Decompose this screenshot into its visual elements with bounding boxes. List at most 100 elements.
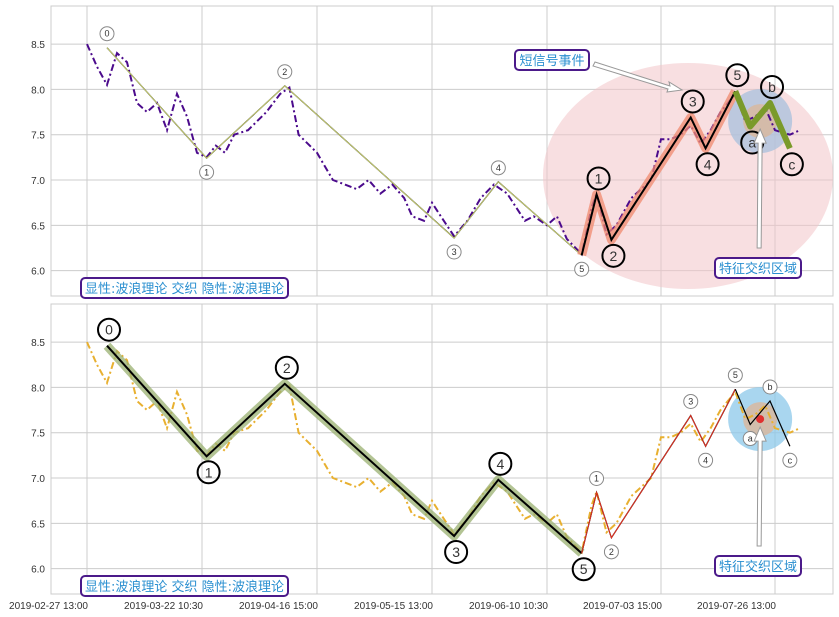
wave-label-circle — [760, 74, 785, 99]
x-axis: 2019-02-27 13:00 2019-03-22 10:30 2019-04-… — [9, 601, 776, 612]
wave-label-circle — [444, 540, 469, 564]
wave-label: b — [768, 382, 773, 392]
wave-label: 1 — [595, 171, 603, 187]
wave-band — [732, 90, 793, 150]
wave-label-circle — [586, 166, 611, 191]
wave-label: 3 — [689, 93, 697, 109]
wave-line — [580, 90, 737, 256]
wave-label: 2 — [282, 67, 287, 77]
annotation-box — [80, 277, 289, 299]
wave-label-circle — [277, 64, 293, 80]
wave-label: 5 — [733, 67, 741, 83]
price-line — [86, 43, 801, 257]
wave-label: 0 — [105, 322, 113, 338]
wave-line-red — [581, 388, 736, 554]
wave-label: 1 — [594, 474, 599, 484]
x-tick-label: 2019-06-10 10:30 — [469, 601, 548, 612]
wave-label-circle — [762, 379, 778, 395]
wave-label-circle — [683, 393, 699, 409]
y-tick-label: 8.0 — [31, 383, 45, 394]
wave-label-circle — [99, 26, 115, 42]
wave-label: 3 — [452, 544, 460, 560]
wave-label-circle — [680, 89, 705, 114]
x-tick-label: 2019-07-03 15:00 — [583, 601, 662, 612]
annotation-text: 短信号事件 — [519, 54, 584, 69]
wave-label-circle — [490, 160, 506, 176]
x-tick-label: 2019-04-16 15:00 — [239, 601, 318, 612]
bottom-panel: 6.0 6.5 7.0 7.5 8.0 8.5 0 1 2 3 4 5 1 2 3 4 5 a b c 显性:波浪理论 … — [31, 303, 834, 597]
annotation-box — [714, 257, 802, 279]
interleave-center — [756, 415, 765, 424]
annotation-box — [80, 575, 289, 597]
wave-label: c — [788, 455, 793, 465]
wave-label: 3 — [452, 247, 457, 257]
wave-label-circle — [698, 452, 714, 468]
y-tick-label: 6.5 — [31, 221, 45, 232]
wave-label: 4 — [496, 456, 504, 472]
wave-label-circle — [274, 355, 299, 380]
x-tick-label: 2019-07-26 13:00 — [697, 601, 776, 612]
wave-label-circle — [603, 544, 619, 560]
y-tick-label: 6.0 — [31, 565, 45, 576]
interleave-region-inner — [743, 104, 778, 139]
y-tick-label: 7.0 — [31, 176, 45, 187]
wave-label-circle — [488, 451, 513, 476]
wave-label-circle — [196, 460, 221, 485]
annotation-text: 特征交织区域 — [719, 559, 797, 575]
wave-label: 2 — [283, 360, 291, 376]
top-panel: 6.0 6.5 7.0 7.5 8.0 8.5 0 1 2 3 4 5 1 2 3 4 5 a b c 显性:波浪理论 … — [31, 5, 834, 299]
y-tick-label: 8.0 — [31, 85, 45, 96]
wave-label: 4 — [703, 455, 708, 465]
x-tick-label: 2019-02-27 13:00 — [9, 601, 88, 612]
y-tick-label: 7.5 — [31, 429, 45, 440]
wave-label: 5 — [580, 561, 588, 577]
wave-line-highlight — [106, 47, 582, 256]
wave-label: 3 — [688, 396, 693, 406]
arrow-icon — [753, 425, 767, 547]
wave-label-circle — [571, 557, 596, 582]
wave-label-circle — [725, 63, 750, 88]
wave-label: 0 — [104, 29, 109, 39]
wave-line — [106, 345, 583, 554]
wave-label-circle — [199, 164, 215, 180]
wave-label: 4 — [496, 163, 501, 173]
arrow-icon — [753, 127, 767, 249]
y-tick-label: 7.0 — [31, 474, 45, 485]
wave-label: 1 — [204, 167, 209, 177]
wave-label-circle — [574, 261, 590, 277]
wave-label-circle — [695, 152, 720, 177]
wave-label-circle — [601, 243, 626, 268]
annotation-box — [514, 49, 590, 71]
wave-label: 5 — [733, 370, 738, 380]
wave-label: a — [748, 135, 756, 151]
wave-label-circle — [589, 471, 605, 486]
annotation-text: 显性:波浪理论 交织 隐性:波浪理论 — [85, 281, 284, 297]
wave-label-circle — [779, 152, 804, 177]
wave-label: c — [788, 156, 795, 172]
y-tick-label: 6.5 — [31, 519, 45, 530]
wave-label: 2 — [609, 547, 614, 557]
wave-label: 5 — [579, 264, 584, 274]
wave-label: a — [748, 434, 753, 444]
x-tick-label: 2019-05-15 13:00 — [354, 601, 433, 612]
wave-label-circle — [782, 452, 798, 468]
annotation-text: 显性:波浪理论 交织 隐性:波浪理论 — [85, 579, 284, 595]
wave-label: 4 — [704, 156, 712, 172]
wave-label: 2 — [610, 248, 618, 264]
wave-label-circle — [446, 244, 462, 260]
wave-label: b — [768, 79, 776, 95]
y-tick-label: 8.5 — [31, 338, 45, 349]
y-tick-label: 6.0 — [31, 267, 45, 278]
x-tick-label: 2019-03-22 10:30 — [124, 601, 203, 612]
annotation-text: 特征交织区域 — [719, 261, 797, 277]
plot-area — [50, 303, 834, 595]
y-tick-label: 7.5 — [31, 131, 45, 142]
wave-label-circle — [97, 317, 121, 342]
wave-label-circle — [727, 367, 743, 383]
y-tick-label: 8.5 — [31, 40, 45, 51]
wave-label: 1 — [205, 464, 213, 480]
arrow-icon — [592, 61, 684, 93]
wave-line — [734, 388, 791, 447]
annotation-box — [714, 555, 802, 577]
